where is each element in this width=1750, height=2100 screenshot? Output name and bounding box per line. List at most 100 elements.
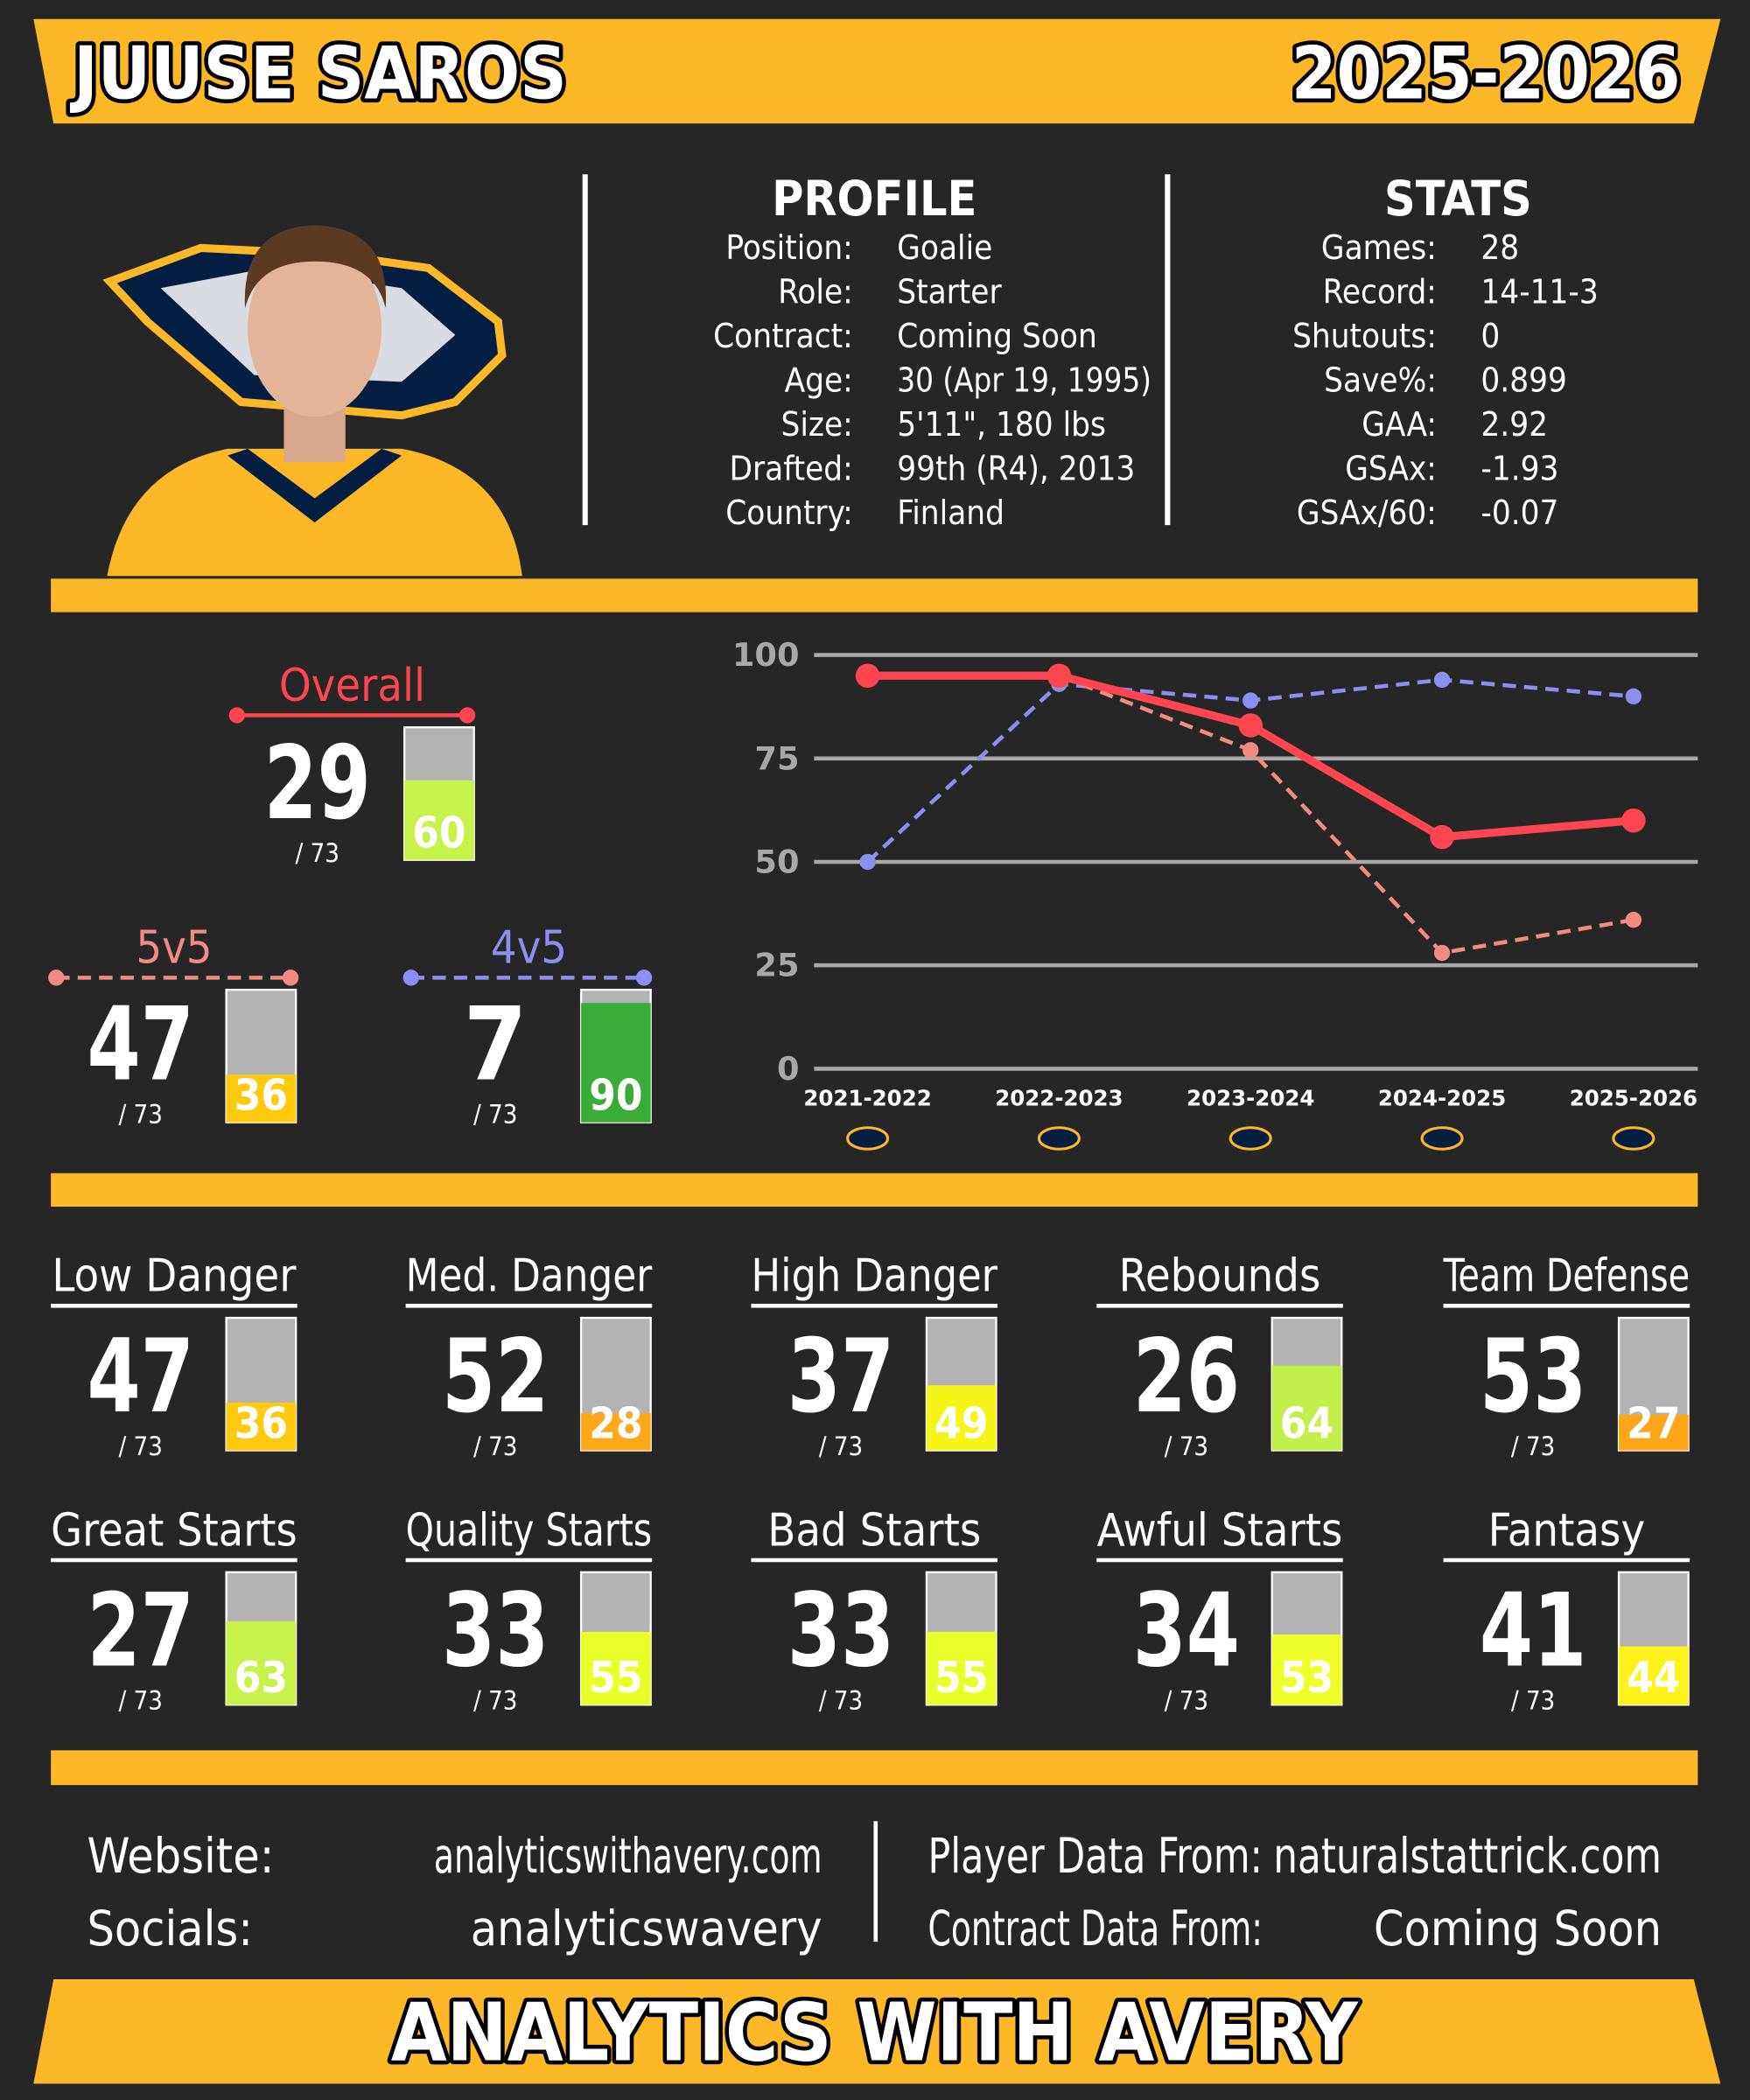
info-value: 14-11-3 [1480, 272, 1598, 312]
series-point [1625, 688, 1642, 705]
percentile-label: 60 [412, 808, 466, 858]
legend-dot [282, 970, 299, 986]
info-label: Age: [785, 360, 853, 400]
percentile-bar [226, 1074, 297, 1123]
percentile-bar [581, 1413, 651, 1451]
info-value: 5'11", 180 lbs [897, 405, 1106, 444]
rank-out-of: / 73 [118, 1686, 162, 1716]
percentile-label: 55 [589, 1653, 642, 1703]
y-tick-label: 100 [732, 636, 800, 674]
info-label: Country: [725, 494, 853, 533]
info-label: Shutouts: [1292, 317, 1437, 356]
footer-value: naturalstattrick.com [1273, 1828, 1662, 1884]
x-tick-label: 2023-2024 [1186, 1086, 1314, 1111]
x-tick-label: 2021-2022 [803, 1086, 931, 1111]
info-label: GSAx: [1345, 449, 1437, 488]
percentile-label: 49 [934, 1398, 988, 1448]
legend-dot [48, 970, 65, 986]
percentile-label: 55 [934, 1653, 988, 1703]
info-label: Save%: [1324, 360, 1437, 400]
metric-label: Bad Starts [767, 1504, 981, 1557]
player-name: JUUSE SAROS [69, 32, 567, 116]
rank: 41 [1480, 1572, 1586, 1690]
percentile-bar [1271, 1634, 1342, 1705]
y-tick-label: 0 [777, 1050, 800, 1088]
percentile-bar [226, 1620, 297, 1705]
percentile-label: 36 [234, 1398, 288, 1448]
rank: 53 [1480, 1318, 1586, 1436]
percentile-label: 36 [234, 1071, 288, 1121]
metric-label: Quality Starts [406, 1504, 653, 1557]
info-label: Role: [778, 272, 853, 312]
percentile-label: 64 [1280, 1398, 1334, 1448]
rank-out-of: / 73 [295, 838, 339, 868]
info-label: GSAx/60: [1297, 494, 1437, 533]
info-label: Drafted: [729, 449, 852, 488]
legend-label: Overall [279, 660, 425, 712]
series-point [1238, 713, 1263, 738]
info-label: Contract: [713, 317, 853, 356]
rank-out-of: / 73 [1511, 1686, 1555, 1716]
percentile-bar [1619, 1414, 1689, 1451]
x-tick-label: 2024-2025 [1378, 1086, 1506, 1111]
info-value: 0 [1480, 317, 1500, 356]
info-value: Goalie [897, 228, 992, 268]
percentile-bar [581, 1003, 651, 1123]
y-tick-label: 50 [754, 844, 799, 881]
metric-label: Low Danger [52, 1250, 297, 1303]
series-point [1046, 663, 1072, 688]
separator [51, 1172, 1698, 1208]
legend-dot [635, 970, 653, 986]
footer-value: Coming Soon [1374, 1900, 1662, 1956]
hair [244, 225, 387, 309]
rank: 33 [788, 1572, 894, 1690]
info-value: -0.07 [1480, 494, 1558, 533]
metric-label: Awful Starts [1097, 1504, 1343, 1557]
brand: ANALYTICS WITH AVERY [391, 1986, 1359, 2080]
season: 2025-2026 [1292, 32, 1681, 116]
info-value: Finland [897, 494, 1004, 533]
series-point [855, 663, 880, 688]
percentile-bar [1271, 1365, 1342, 1451]
footer-value: analyticswavery [471, 1900, 822, 1956]
rank: 47 [87, 1318, 193, 1436]
percentile-bar [926, 1631, 997, 1705]
separator [51, 578, 1698, 612]
percentile-label: 28 [589, 1398, 642, 1448]
team-logo-icon [1228, 1126, 1272, 1151]
rank: 27 [87, 1572, 193, 1690]
rank-out-of: / 73 [1165, 1686, 1208, 1716]
percentile-label: 63 [234, 1653, 288, 1703]
info-value: Starter [897, 272, 1002, 312]
info-value: 99th (R4), 2013 [897, 449, 1135, 488]
separator [51, 1750, 1698, 1786]
info-value: 0.899 [1480, 360, 1566, 400]
rank-out-of: / 73 [118, 1432, 162, 1461]
profile-title: PROFILE [772, 171, 976, 227]
jersey-collar [228, 448, 402, 523]
metric-label: Rebounds [1119, 1250, 1321, 1303]
y-tick-label: 25 [754, 947, 799, 984]
rank-out-of: / 73 [473, 1686, 517, 1716]
team-logo-icon [1420, 1126, 1464, 1151]
player-photo [102, 225, 522, 577]
stats-title: STATS [1384, 171, 1532, 227]
rank: 26 [1133, 1318, 1240, 1436]
series-point [1625, 912, 1642, 928]
info-label: Record: [1323, 272, 1437, 312]
footer-banner [33, 1978, 1721, 2084]
legend-dot [228, 707, 246, 724]
rank: 47 [87, 985, 193, 1103]
metric-label: Great Starts [51, 1504, 298, 1557]
info-value: -1.93 [1480, 449, 1558, 488]
face [248, 240, 382, 417]
legend-dot [458, 707, 476, 724]
team-logo-icon [1612, 1126, 1656, 1151]
percentile-label: 27 [1627, 1398, 1680, 1448]
percentile-bar [926, 1385, 997, 1451]
legend-label: 5v5 [136, 922, 212, 975]
series-point [1433, 671, 1451, 689]
legend-dot [402, 970, 419, 986]
